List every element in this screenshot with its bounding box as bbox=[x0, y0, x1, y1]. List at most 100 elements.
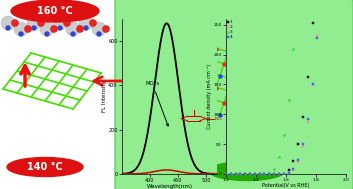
Circle shape bbox=[37, 19, 44, 26]
1 bbox=[281, 172, 287, 175]
Legend: 1, 2, 3, 4: 1, 2, 3, 4 bbox=[227, 20, 233, 39]
Circle shape bbox=[92, 22, 106, 36]
Circle shape bbox=[40, 22, 54, 36]
4 bbox=[295, 159, 301, 162]
2 bbox=[233, 172, 238, 175]
Text: 160 °C: 160 °C bbox=[37, 6, 73, 16]
3 bbox=[291, 48, 296, 51]
1 bbox=[223, 172, 229, 175]
1 bbox=[257, 172, 263, 175]
Circle shape bbox=[45, 32, 49, 36]
Circle shape bbox=[14, 22, 28, 36]
X-axis label: Wavelength(nm): Wavelength(nm) bbox=[146, 184, 192, 189]
1 bbox=[276, 172, 282, 175]
2 bbox=[228, 172, 234, 175]
Circle shape bbox=[27, 16, 41, 30]
3 bbox=[257, 172, 263, 175]
Ellipse shape bbox=[11, 0, 99, 22]
3 bbox=[252, 172, 258, 175]
4 bbox=[267, 172, 272, 175]
Circle shape bbox=[50, 26, 58, 33]
Y-axis label: Current density (mA cm⁻²): Current density (mA cm⁻²) bbox=[207, 64, 212, 129]
4 bbox=[300, 143, 306, 146]
Circle shape bbox=[1, 16, 15, 30]
4 bbox=[243, 172, 248, 175]
4 bbox=[238, 172, 243, 175]
1 bbox=[228, 172, 234, 175]
Circle shape bbox=[58, 26, 62, 30]
2 bbox=[262, 172, 267, 175]
4 bbox=[233, 172, 238, 175]
Text: 120 °C: 120 °C bbox=[229, 166, 265, 176]
Ellipse shape bbox=[209, 161, 285, 180]
1 bbox=[271, 172, 277, 175]
4 bbox=[310, 83, 316, 86]
Circle shape bbox=[19, 32, 23, 36]
2 bbox=[310, 84, 316, 87]
2 bbox=[286, 172, 291, 175]
3 bbox=[243, 172, 248, 175]
2 bbox=[223, 172, 229, 175]
1 bbox=[291, 160, 296, 163]
Circle shape bbox=[24, 26, 31, 33]
Ellipse shape bbox=[7, 157, 83, 177]
3 bbox=[267, 172, 272, 175]
4 bbox=[271, 172, 277, 175]
Circle shape bbox=[64, 19, 71, 26]
2 bbox=[305, 120, 311, 123]
1 bbox=[238, 172, 243, 175]
2 bbox=[252, 172, 258, 175]
Text: 140 °C: 140 °C bbox=[27, 162, 63, 172]
2 bbox=[238, 172, 243, 175]
Circle shape bbox=[53, 16, 67, 30]
3 bbox=[228, 172, 234, 175]
3 bbox=[238, 172, 243, 175]
Circle shape bbox=[97, 32, 101, 36]
4 bbox=[286, 172, 291, 175]
1 bbox=[300, 116, 306, 119]
3 bbox=[281, 133, 287, 136]
3 bbox=[286, 98, 291, 101]
1 bbox=[267, 172, 272, 175]
4 bbox=[276, 172, 282, 175]
4 bbox=[291, 168, 296, 171]
2 bbox=[281, 172, 287, 175]
1 bbox=[262, 172, 267, 175]
Circle shape bbox=[84, 26, 88, 30]
Circle shape bbox=[66, 22, 80, 36]
4 bbox=[252, 172, 258, 175]
2 bbox=[257, 172, 263, 175]
1 bbox=[247, 172, 253, 175]
4 bbox=[262, 172, 267, 175]
3 bbox=[271, 167, 277, 170]
FancyBboxPatch shape bbox=[115, 0, 353, 189]
4 bbox=[257, 172, 263, 175]
3 bbox=[233, 172, 238, 175]
1 bbox=[252, 172, 258, 175]
X-axis label: Potential(V vs RHE): Potential(V vs RHE) bbox=[262, 184, 310, 188]
3 bbox=[262, 172, 267, 175]
1 bbox=[295, 143, 301, 146]
4 bbox=[281, 172, 287, 175]
1 bbox=[243, 172, 248, 175]
Circle shape bbox=[77, 26, 84, 33]
2 bbox=[267, 172, 272, 175]
4 bbox=[223, 172, 229, 175]
2 bbox=[271, 172, 277, 175]
Circle shape bbox=[12, 19, 18, 26]
Y-axis label: FL Intensity: FL Intensity bbox=[102, 81, 107, 112]
Circle shape bbox=[90, 19, 96, 26]
1 bbox=[286, 169, 291, 172]
1 bbox=[233, 172, 238, 175]
3 bbox=[276, 155, 282, 158]
2 bbox=[291, 169, 296, 172]
Circle shape bbox=[79, 16, 93, 30]
2 bbox=[243, 172, 248, 175]
4 bbox=[228, 172, 234, 175]
2 bbox=[247, 172, 253, 175]
4 bbox=[247, 172, 253, 175]
Text: NO₂: NO₂ bbox=[215, 117, 223, 121]
2 bbox=[315, 35, 320, 38]
1 bbox=[305, 76, 311, 79]
Circle shape bbox=[71, 32, 75, 36]
